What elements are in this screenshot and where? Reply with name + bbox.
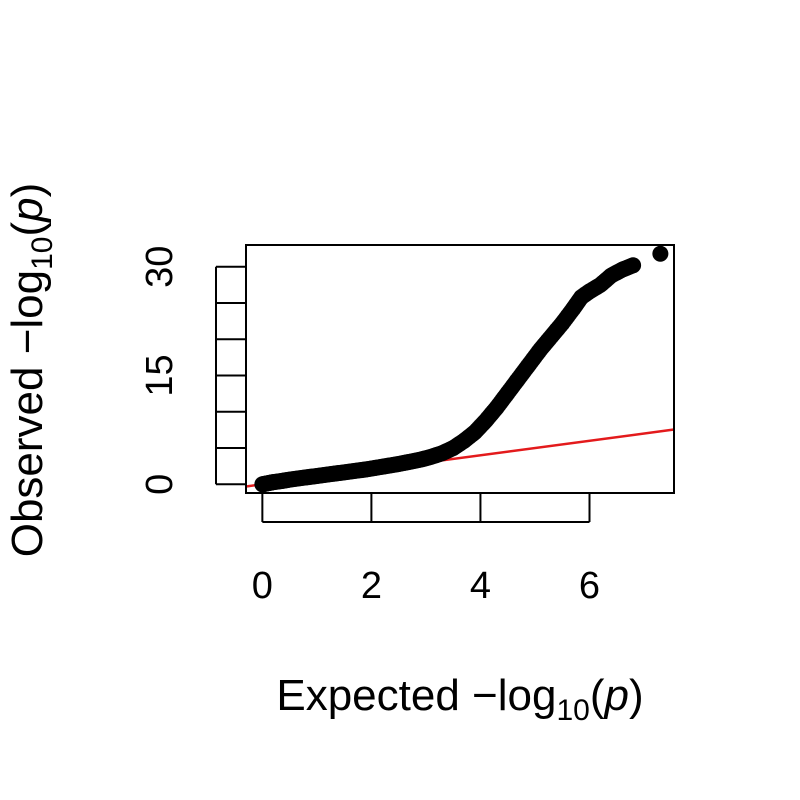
x-axis-label: Expected −log10(p) <box>276 671 643 727</box>
x-tick-label-2: 4 <box>470 565 491 607</box>
plot-frame <box>245 244 675 494</box>
y-tick-label-6: 30 <box>139 246 181 288</box>
y-tick-label-3: 15 <box>139 354 181 396</box>
x-tick-label-1: 2 <box>361 565 382 607</box>
y-tick-label-0: 0 <box>139 474 181 495</box>
data-point-217 <box>652 245 669 262</box>
y-axis-label: Observed −log10(p) <box>3 183 59 558</box>
x-tick-label-0: 0 <box>252 565 273 607</box>
x-tick-label-3: 6 <box>579 565 600 607</box>
data-point-216 <box>625 257 642 274</box>
